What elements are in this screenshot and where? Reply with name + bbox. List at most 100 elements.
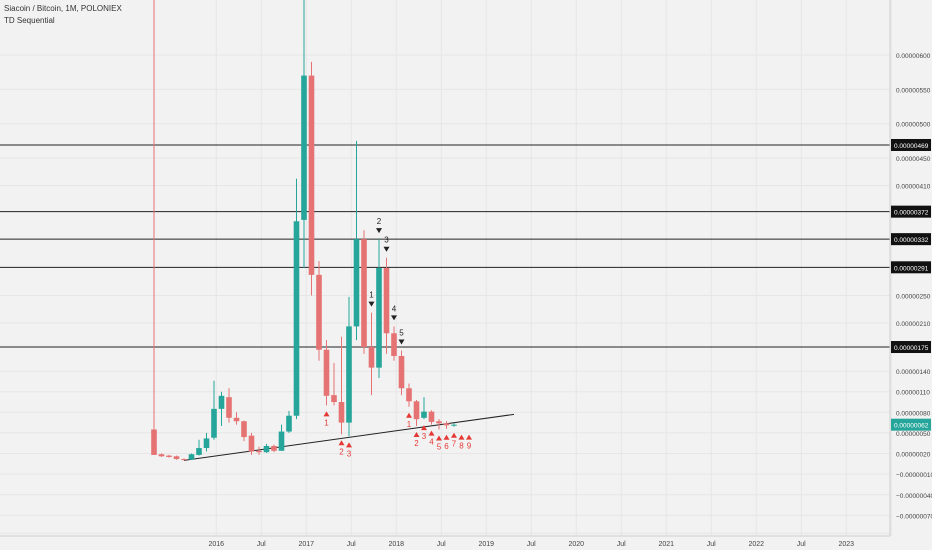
level-price-label: 0.00000175 [894,345,929,352]
time-tick-label: 2021 [658,541,674,548]
candle-down [361,239,367,348]
grid [0,0,892,536]
candle-down [338,402,345,423]
price-tick-label: −0.00000040 [896,493,932,500]
td-buy-arrow [406,412,412,418]
td-buy-count: 8 [459,442,464,451]
time-tick-label: 2020 [568,541,584,548]
candle-down [398,355,405,389]
price-tick-label: 0.00000140 [896,369,931,376]
td-buy-count: 9 [467,442,472,451]
level-price-label: 0.00000291 [894,265,929,272]
time-tick-label: 2016 [208,541,224,548]
td-buy-arrow [466,434,472,440]
candle-down [158,454,165,457]
candle-down [368,347,375,368]
time-tick-label: Jul [257,541,266,548]
td-sell-arrow [368,301,375,307]
level-price-badge [891,233,931,246]
candle-up [263,445,270,453]
price-tick-label: 0.00000250 [896,293,931,300]
candle-down [226,397,232,418]
td-sell-count: 2 [377,217,382,226]
td-buy-count: 3 [422,432,427,441]
td-buy-arrow [443,434,450,440]
candle-down [173,456,180,460]
candle-down [413,401,420,420]
level-price-badge [891,205,931,218]
candle-up [278,431,285,451]
td-buy-count: 5 [437,442,442,451]
price-tick-label: 0.00000450 [896,156,931,163]
last-price-label: 0.00000062 [894,423,929,430]
candle-down [151,429,157,455]
candle-down [406,388,412,402]
candle-up [218,395,225,409]
candle-down [166,455,172,457]
td-buy-count: 3 [347,449,352,458]
candle-up [188,454,195,460]
candle-down [233,417,240,422]
candle-up [421,411,427,418]
candle-down [443,423,450,426]
level-price-badge [891,341,931,354]
td-buy-arrow [451,432,457,438]
time-tick-label: Jul [707,541,716,548]
time-tick-label: 2022 [748,541,764,548]
td-buy-arrow [458,434,465,440]
horizontal-levels [0,144,890,348]
time-tick-label: 2019 [478,541,494,548]
candle-down [436,421,442,424]
td-buy-arrow [428,430,435,436]
td-buy-arrow [413,432,420,438]
td-buy-count: 2 [414,439,419,448]
td-sell-arrow [398,339,405,345]
candle-up [203,438,210,449]
candle-up [376,268,382,368]
candle-down [316,274,322,350]
td-buy-count: 6 [444,442,449,451]
candle-down [241,421,247,438]
candle-down [383,268,390,334]
candle-up [346,326,352,423]
time-axis[interactable]: 2016 Jul 2017 Jul 2018 Jul 2019 Jul 2020 Jul 2021 J… [208,541,854,548]
candle-down [271,445,277,451]
td-buy-arrow [323,411,330,417]
level-price-badge [891,138,931,151]
candle-up [196,448,202,455]
td-buy-arrow [346,442,352,448]
td-sell-arrow [383,246,390,252]
candles [151,0,457,461]
candle-down [181,459,187,461]
td-sell-arrow [391,315,397,321]
candle-up [286,415,292,432]
time-tick-label: Jul [527,541,536,548]
time-tick-label: Jul [797,541,806,548]
td-sell-arrow [376,228,382,234]
td-buy-arrow [338,440,345,446]
candle-up [451,424,457,426]
price-tick-label: 0.00000210 [896,321,931,328]
level-price-badge [891,261,931,274]
price-tick-label: 0.00000050 [896,431,931,438]
candle-down [308,75,315,275]
td-sell-count: 3 [384,236,389,245]
symbol-title: Siacoin / Bitcoin, 1M, POLONIEX [4,4,122,13]
price-tick-label: −0.00000010 [896,472,932,479]
time-tick-label: 2017 [298,541,314,548]
candle-up [353,239,360,327]
candle-down [428,411,435,422]
td-buy-count: 7 [452,440,457,449]
time-tick-label: 2018 [388,541,404,548]
time-tick-label: Jul [347,541,356,548]
level-price-label: 0.00000332 [894,237,929,244]
td-buy-arrow [436,435,442,441]
candle-up [293,221,300,416]
level-price-label: 0.00000469 [894,143,929,150]
price-axis[interactable]: 0.00000600 0.00000550 0.00000500 0.00000450… [891,53,932,520]
price-tick-label: 0.00000020 [896,452,931,459]
candle-down [256,450,262,453]
indicator-title: TD Sequential [4,16,55,25]
